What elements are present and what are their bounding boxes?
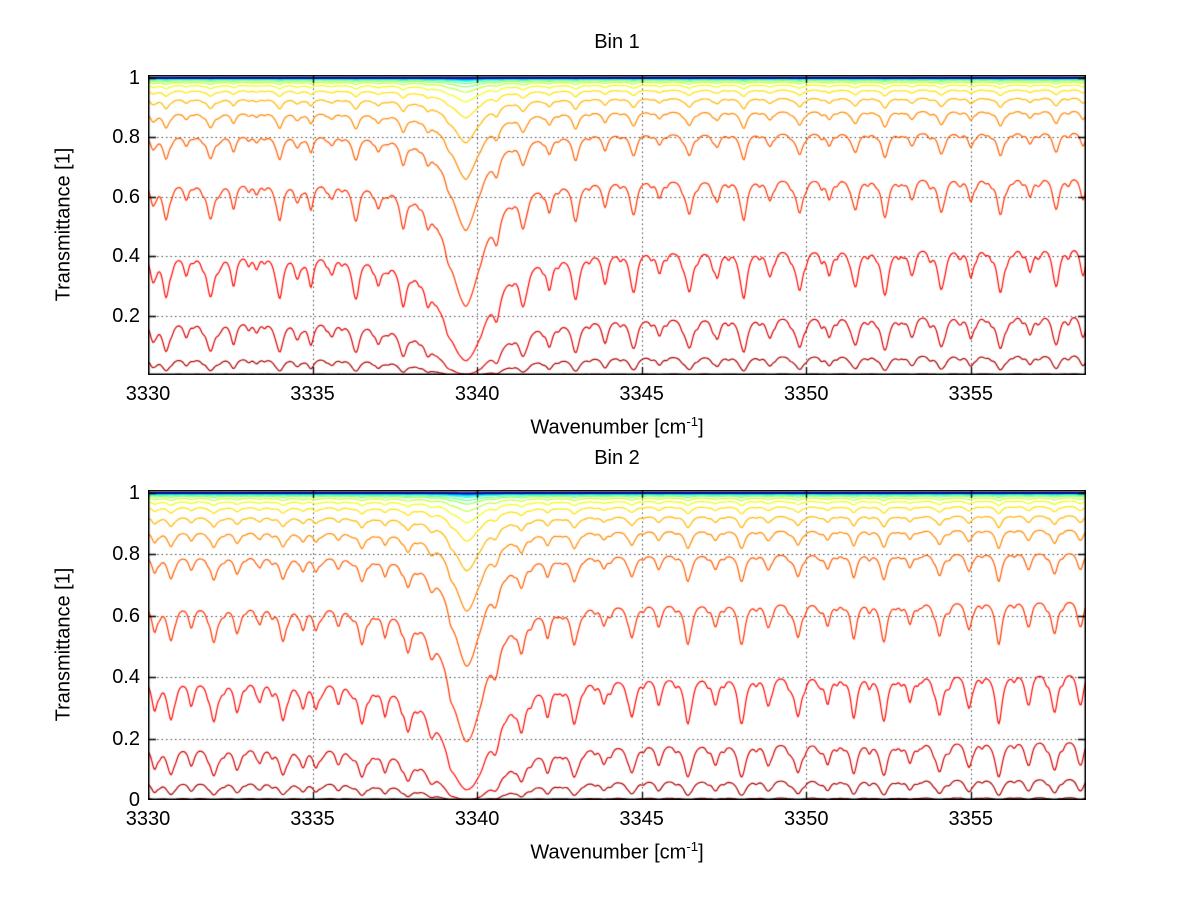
- y-tick-label: 1: [128, 482, 140, 505]
- x-tick-label: 3330: [125, 383, 171, 405]
- x-tick-label: 3345: [619, 808, 664, 830]
- plot-area-bin1: [148, 75, 1086, 375]
- y-tick-label: 0.6: [112, 185, 140, 208]
- y-tick-label: 0.2: [112, 727, 140, 750]
- x-tick-label: 3335: [290, 808, 335, 830]
- x-axis-label-close-bracket: ]: [698, 841, 704, 864]
- y-axis-label-bin1: Transmittance [1]: [52, 147, 75, 302]
- x-axis-label-superscript: -1: [686, 414, 699, 429]
- x-tick-label: 3350: [783, 808, 829, 830]
- y-tick-label: 0.4: [112, 245, 140, 268]
- x-axis-label-bin2: Wavenumber [cm-1]: [148, 839, 1086, 865]
- y-tick-label: 0: [128, 789, 140, 811]
- x-axis-label-close-bracket: ]: [698, 416, 704, 439]
- x-tick-label: 3335: [290, 383, 335, 405]
- x-tick-label: 3340: [454, 383, 500, 405]
- y-tick-label: 0.6: [112, 604, 140, 627]
- chart-title-bin1: Bin 1: [594, 31, 640, 53]
- x-axis-label-text: Wavenumber [cm: [530, 416, 687, 439]
- plot-area-bin2: [148, 490, 1086, 800]
- y-tick-label: 1: [128, 66, 140, 89]
- x-tick-label: 3355: [948, 808, 994, 830]
- x-axis-label-superscript: -1: [686, 839, 699, 854]
- x-axis-label-text: Wavenumber [cm: [530, 841, 687, 864]
- x-tick-label: 3345: [619, 383, 664, 405]
- y-tick-label: 0.8: [112, 543, 140, 566]
- y-tick-label: 0.2: [112, 304, 140, 327]
- x-axis-label-bin1: Wavenumber [cm-1]: [148, 414, 1086, 440]
- x-tick-label: 3340: [454, 808, 500, 830]
- y-tick-label: 0.4: [112, 666, 140, 689]
- x-tick-label: 3330: [125, 808, 171, 830]
- x-tick-label: 3350: [783, 383, 829, 405]
- y-tick-label: 0.8: [112, 126, 140, 149]
- chart-title-bin2: Bin 2: [594, 447, 640, 469]
- x-tick-label: 3355: [948, 383, 994, 405]
